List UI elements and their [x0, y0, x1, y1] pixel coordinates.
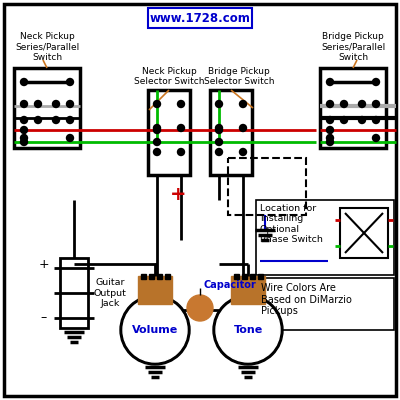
Bar	[141, 274, 146, 279]
Circle shape	[240, 100, 246, 108]
Circle shape	[20, 116, 28, 124]
Bar	[138, 276, 172, 304]
Circle shape	[154, 138, 160, 146]
Circle shape	[216, 298, 280, 362]
Circle shape	[34, 100, 42, 108]
Circle shape	[240, 148, 246, 156]
Circle shape	[20, 138, 28, 146]
Circle shape	[178, 100, 184, 108]
Text: –: –	[41, 312, 47, 324]
Circle shape	[372, 100, 380, 108]
Circle shape	[326, 134, 334, 142]
Text: +: +	[170, 186, 186, 204]
Circle shape	[358, 100, 366, 108]
Circle shape	[372, 134, 380, 142]
Circle shape	[154, 124, 160, 132]
Bar	[340, 208, 388, 258]
Circle shape	[326, 116, 334, 124]
Circle shape	[66, 116, 74, 124]
Circle shape	[187, 295, 213, 321]
Text: Location for
Installing
Optional
Phase Switch: Location for Installing Optional Phase S…	[260, 204, 323, 244]
Bar	[228, 158, 306, 215]
Bar	[14, 68, 80, 148]
Circle shape	[52, 116, 60, 124]
Bar	[149, 274, 154, 279]
Bar	[148, 8, 252, 28]
Circle shape	[326, 100, 334, 108]
Bar	[320, 68, 386, 148]
Circle shape	[372, 116, 380, 124]
Text: Tone: Tone	[233, 325, 263, 335]
Circle shape	[372, 78, 380, 86]
Circle shape	[154, 126, 160, 134]
Circle shape	[178, 124, 184, 132]
Circle shape	[326, 126, 334, 134]
Circle shape	[178, 148, 184, 156]
Circle shape	[20, 78, 28, 86]
Bar	[60, 258, 88, 328]
Circle shape	[216, 124, 222, 132]
Bar	[210, 90, 252, 175]
Circle shape	[216, 138, 222, 146]
Bar	[258, 274, 263, 279]
Circle shape	[340, 116, 348, 124]
Circle shape	[34, 116, 42, 124]
Bar	[165, 274, 170, 279]
Text: Guitar
Output
Jack: Guitar Output Jack	[94, 278, 127, 308]
Text: Wire Colors Are
Based on DiMarzio
Pickups: Wire Colors Are Based on DiMarzio Pickup…	[261, 283, 352, 316]
Bar	[242, 274, 247, 279]
Text: Capacitor: Capacitor	[204, 280, 257, 290]
Circle shape	[216, 100, 222, 108]
Circle shape	[66, 134, 74, 142]
Circle shape	[213, 295, 283, 365]
Text: +: +	[39, 258, 49, 270]
Bar	[256, 278, 394, 330]
Text: Bridge Pickup
Selector Switch: Bridge Pickup Selector Switch	[204, 67, 274, 86]
Circle shape	[66, 100, 74, 108]
Bar	[256, 200, 394, 275]
Circle shape	[20, 100, 28, 108]
Circle shape	[326, 78, 334, 86]
Circle shape	[154, 148, 160, 156]
Bar	[231, 276, 265, 304]
Circle shape	[66, 78, 74, 86]
Bar	[250, 274, 255, 279]
Circle shape	[20, 126, 28, 134]
Circle shape	[358, 116, 366, 124]
Bar	[148, 90, 190, 175]
Text: Volume: Volume	[132, 325, 178, 335]
Circle shape	[216, 126, 222, 134]
Text: Neck Pickup
Series/Parallel
Switch: Neck Pickup Series/Parallel Switch	[15, 32, 79, 62]
Circle shape	[240, 124, 246, 132]
Text: Neck Pickup
Selector Switch: Neck Pickup Selector Switch	[134, 67, 204, 86]
Circle shape	[340, 100, 348, 108]
Bar	[157, 274, 162, 279]
Circle shape	[154, 100, 160, 108]
Circle shape	[20, 134, 28, 142]
Circle shape	[216, 148, 222, 156]
Text: www.1728.com: www.1728.com	[150, 12, 250, 24]
Text: Bridge Pickup
Series/Parallel
Switch: Bridge Pickup Series/Parallel Switch	[321, 32, 385, 62]
Bar	[234, 274, 239, 279]
Circle shape	[123, 298, 187, 362]
Circle shape	[120, 295, 190, 365]
Circle shape	[52, 100, 60, 108]
Circle shape	[326, 138, 334, 146]
